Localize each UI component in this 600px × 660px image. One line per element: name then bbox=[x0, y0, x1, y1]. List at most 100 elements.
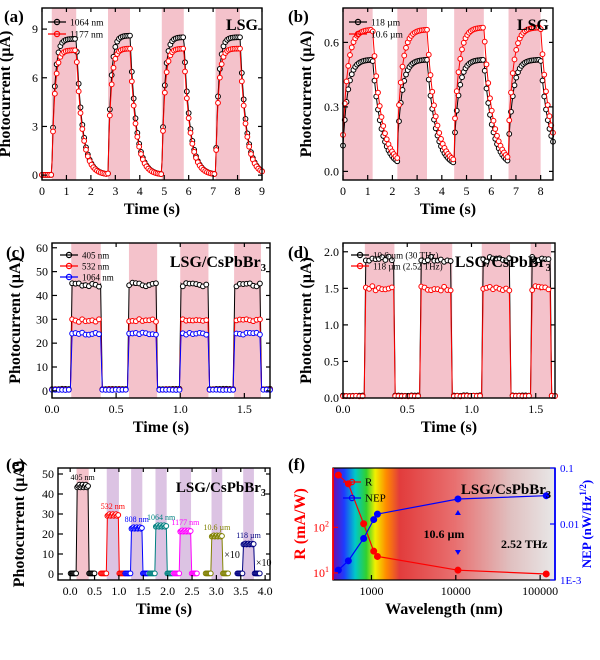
panel-d: (d) Time (s) Photocurrent (µA) 0.0 0.5 1.0 1.5… bbox=[288, 242, 558, 436]
series-label: 10.6 µm bbox=[203, 523, 231, 532]
data-point bbox=[369, 283, 376, 290]
series-2-markers bbox=[49, 329, 273, 393]
data-point bbox=[132, 120, 139, 127]
data-point bbox=[96, 331, 102, 338]
data-point bbox=[373, 73, 380, 80]
chart-title: LSG bbox=[517, 17, 550, 34]
series-label: 1177 nm bbox=[171, 518, 200, 527]
data-point bbox=[345, 86, 352, 93]
series-NEP-point bbox=[542, 492, 550, 500]
panel-c: (c) Time (s) Photocurrent (µA) 0.0 0.5 1.0 1.5… bbox=[6, 241, 273, 436]
data-point bbox=[459, 74, 465, 81]
data-point bbox=[203, 331, 210, 338]
series-label: 532 nm bbox=[101, 502, 126, 511]
data-point bbox=[153, 331, 159, 338]
data-point bbox=[218, 61, 225, 68]
y-tick-label: 0.6 bbox=[324, 35, 339, 49]
x-tick-label: 3.5 bbox=[233, 584, 248, 598]
y-tick-label: 3 bbox=[32, 119, 38, 133]
x-axis-title: Time (s) bbox=[420, 201, 476, 218]
data-point bbox=[492, 126, 499, 132]
series-label: 405 nm bbox=[70, 473, 95, 482]
y-axis-title-right: NEP (nW/Hz1/2) bbox=[578, 480, 594, 568]
x-tick-label: 1 bbox=[365, 184, 371, 198]
legend-label: 1177 nm bbox=[70, 31, 104, 41]
data-point bbox=[506, 255, 513, 262]
data-point bbox=[256, 570, 263, 577]
series-R-point bbox=[360, 520, 368, 528]
data-point bbox=[432, 113, 439, 120]
data-point bbox=[230, 386, 237, 393]
data-point bbox=[185, 115, 192, 122]
data-point bbox=[183, 95, 190, 102]
data-point bbox=[239, 570, 246, 577]
series-NEP-point bbox=[370, 516, 378, 524]
data-point bbox=[219, 533, 225, 539]
light-on-band bbox=[243, 468, 254, 580]
data-point bbox=[455, 69, 462, 76]
data-point bbox=[53, 70, 60, 77]
data-point bbox=[238, 78, 245, 85]
y-tick-label: 30 bbox=[42, 507, 54, 521]
data-point bbox=[513, 46, 520, 53]
data-point bbox=[480, 56, 486, 63]
y-axis-title: Photocurrent (µA) bbox=[0, 31, 14, 158]
data-point bbox=[203, 281, 210, 288]
data-point bbox=[425, 51, 432, 58]
data-point bbox=[450, 156, 457, 163]
data-point bbox=[84, 153, 91, 160]
series-R-point bbox=[373, 552, 381, 560]
x-tick-label: 5 bbox=[161, 184, 167, 198]
y-tick-label: 0 bbox=[42, 384, 48, 398]
data-point bbox=[437, 287, 444, 294]
panel-label: (c) bbox=[6, 243, 25, 262]
legend-label: 405 nm bbox=[82, 251, 109, 261]
data-point bbox=[158, 171, 165, 178]
data-point bbox=[431, 102, 437, 109]
data-point bbox=[457, 55, 464, 62]
y-tick-label: 0.0 bbox=[324, 164, 339, 178]
legend-marker bbox=[354, 30, 362, 38]
data-point bbox=[394, 155, 401, 161]
x-tick-label: 2.0 bbox=[160, 584, 175, 598]
data-point bbox=[457, 81, 464, 88]
data-point bbox=[375, 89, 381, 96]
x-tick-label: 4.0 bbox=[258, 584, 273, 598]
y-tick-label-left: 101 bbox=[313, 565, 329, 580]
legend-marker bbox=[356, 262, 364, 270]
data-point bbox=[483, 61, 490, 68]
series-1-markers bbox=[340, 283, 558, 400]
legend-marker bbox=[348, 494, 356, 502]
data-point bbox=[509, 70, 516, 77]
data-point bbox=[127, 32, 133, 39]
data-point bbox=[382, 130, 388, 137]
data-point bbox=[105, 170, 111, 177]
data-point bbox=[73, 570, 79, 577]
data-point bbox=[128, 78, 135, 85]
data-point bbox=[176, 570, 183, 577]
data-point bbox=[490, 117, 497, 124]
chart-title: LSG/CsPbBr3 bbox=[461, 482, 551, 501]
data-point bbox=[103, 570, 110, 577]
legend-marker bbox=[53, 18, 61, 26]
data-point bbox=[163, 69, 170, 76]
data-point bbox=[460, 39, 467, 46]
data-point bbox=[385, 253, 392, 260]
x-axis-title: Wavelength (nm) bbox=[385, 601, 503, 618]
data-point bbox=[396, 118, 402, 125]
chart-title: LSG/CsPbBr3 bbox=[176, 480, 266, 499]
chart-title: LSG/CsPbBr3 bbox=[455, 254, 552, 274]
x-tick-label: 1.0 bbox=[173, 402, 188, 416]
series-NEP-point bbox=[454, 495, 462, 503]
data-point bbox=[546, 113, 553, 120]
data-point bbox=[447, 258, 454, 264]
data-point bbox=[347, 52, 353, 58]
x-axis-title: Time (s) bbox=[421, 419, 477, 436]
data-point bbox=[257, 316, 263, 323]
series-1-markers bbox=[340, 24, 556, 163]
y-tick-label: 2.0 bbox=[324, 245, 339, 259]
y-tick-label: 0 bbox=[32, 168, 38, 182]
series-0-markers bbox=[67, 481, 98, 577]
y-axis-title-left: R (mA/W) bbox=[292, 488, 309, 560]
data-point bbox=[244, 133, 251, 140]
